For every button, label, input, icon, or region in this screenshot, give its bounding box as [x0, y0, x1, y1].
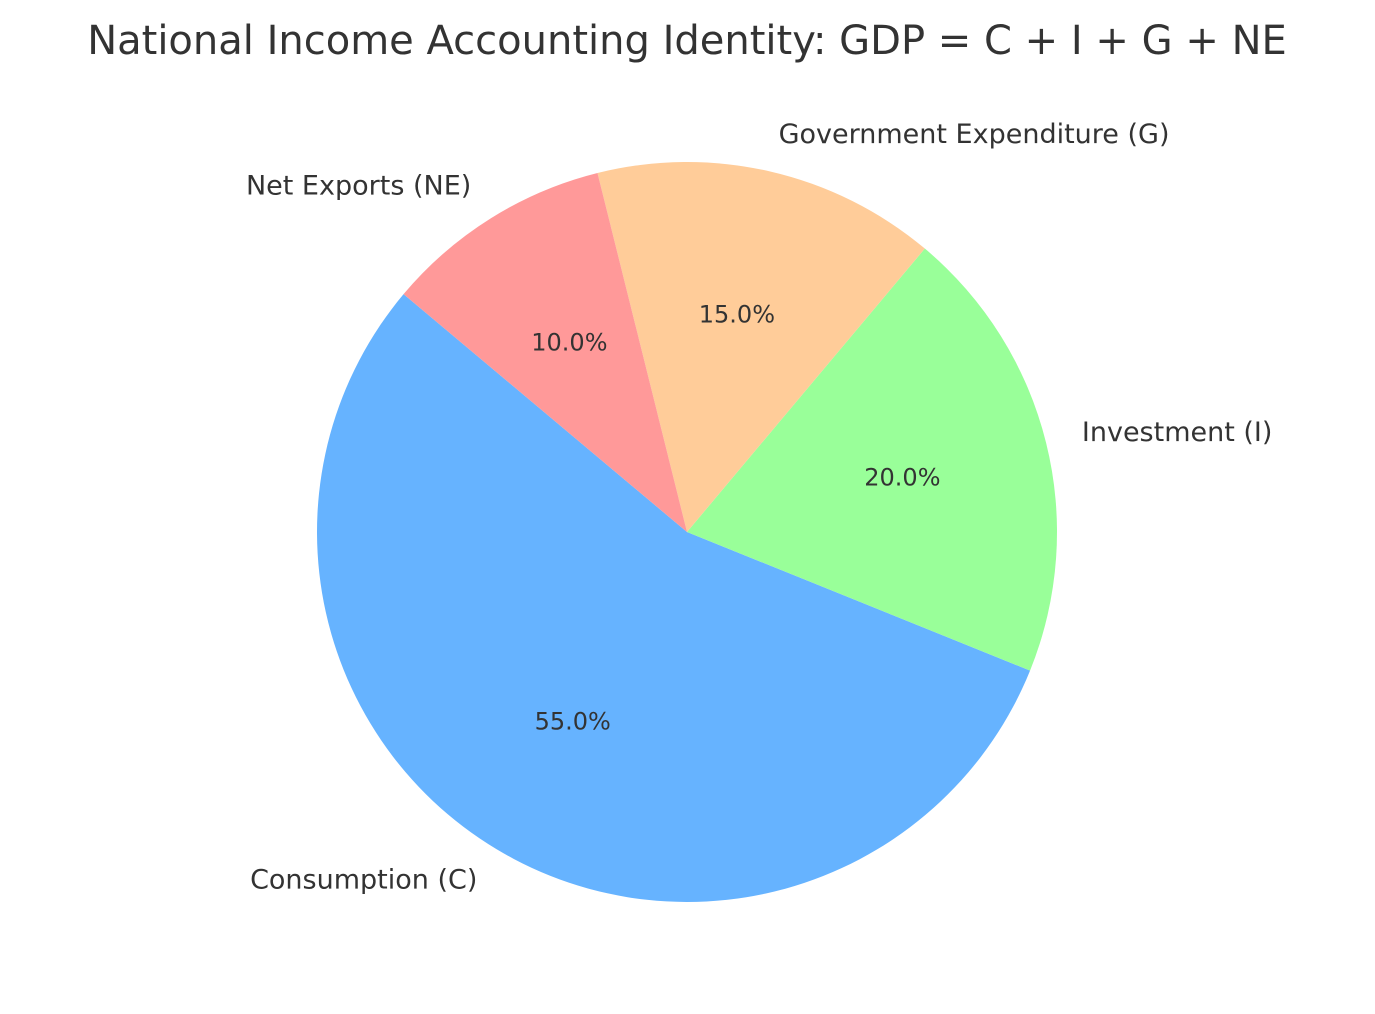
slice-label-3: Net Exports (NE)	[246, 170, 471, 201]
pct-label-1: 20.0%	[864, 463, 940, 491]
pct-label-2: 15.0%	[699, 301, 775, 329]
slice-label-0: Consumption (C)	[250, 864, 477, 895]
pie-slice-0	[317, 294, 1031, 902]
pct-label-0: 55.0%	[535, 707, 611, 735]
slice-label-2: Government Expenditure (G)	[779, 119, 1170, 150]
pie-slice-2	[597, 161, 925, 533]
pie-slice-1	[687, 248, 1058, 671]
slice-label-1: Investment (I)	[1082, 417, 1273, 448]
pie-labels: Consumption (C) 55.0% Investment (I) 20.0% G…	[246, 119, 1272, 896]
chart-title: National Income Accounting Identity: GDP…	[87, 18, 1287, 64]
pct-label-3: 10.0%	[531, 329, 607, 357]
pie-slices	[317, 161, 1058, 902]
pie-slice-3	[403, 172, 687, 533]
